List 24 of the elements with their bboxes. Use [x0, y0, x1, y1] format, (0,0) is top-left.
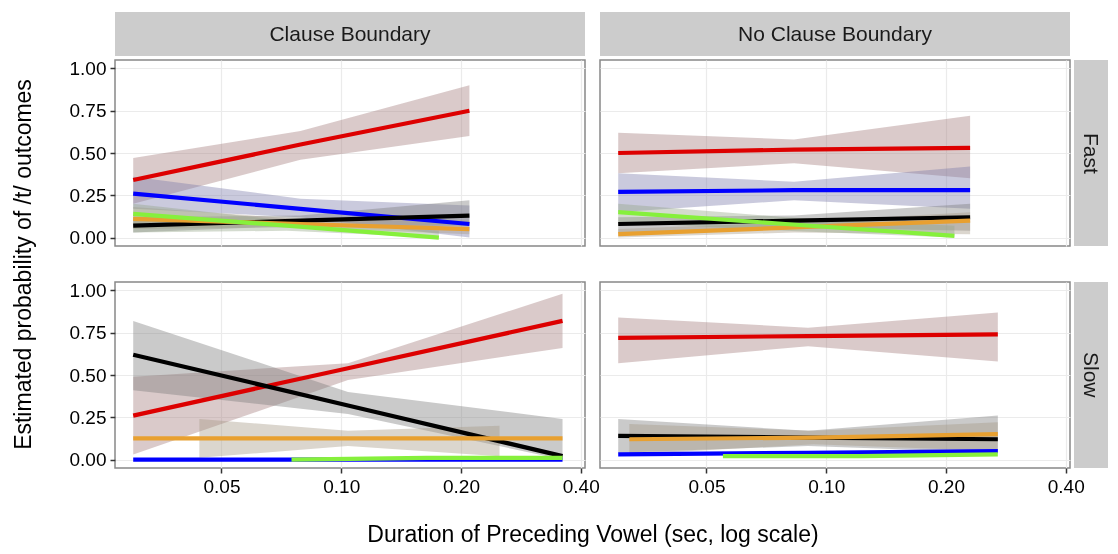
- chart-title: No Clause Boundary: [600, 12, 1070, 56]
- y-tick-label: 0.00: [69, 227, 107, 249]
- x-tick-label: 0.20: [442, 475, 480, 497]
- x-tick-label: 0.40: [1047, 475, 1085, 497]
- x-tick-label: 0.10: [323, 475, 361, 497]
- y-tick-label: 1.00: [69, 57, 107, 79]
- x-axis-title: Duration of Preceding Vowel (sec, log scale): [367, 520, 819, 547]
- y-tick-label: 1.00: [69, 279, 107, 301]
- y-tick-label: 0.25: [69, 406, 107, 428]
- x-tick-label: 0.10: [808, 475, 846, 497]
- chart-title: Clause Boundary: [115, 12, 585, 56]
- y-axis-title: Estimated probability of /t/ outcomes: [9, 79, 36, 450]
- x-tick-label: 0.05: [203, 475, 241, 497]
- x-tick-label: 0.40: [562, 475, 600, 497]
- text: Slow: [1074, 282, 1108, 468]
- y-tick-label: 0.25: [69, 184, 107, 206]
- y-tick-label: 0.50: [69, 142, 107, 164]
- y-tick-label: 0.75: [69, 100, 107, 122]
- y-tick-label: 0.50: [69, 364, 107, 386]
- x-tick-label: 0.20: [927, 475, 965, 497]
- y-tick-label: 0.00: [69, 449, 107, 471]
- y-tick-label: 0.75: [69, 322, 107, 344]
- x-tick-label: 0.05: [688, 475, 726, 497]
- text: Fast: [1074, 60, 1108, 246]
